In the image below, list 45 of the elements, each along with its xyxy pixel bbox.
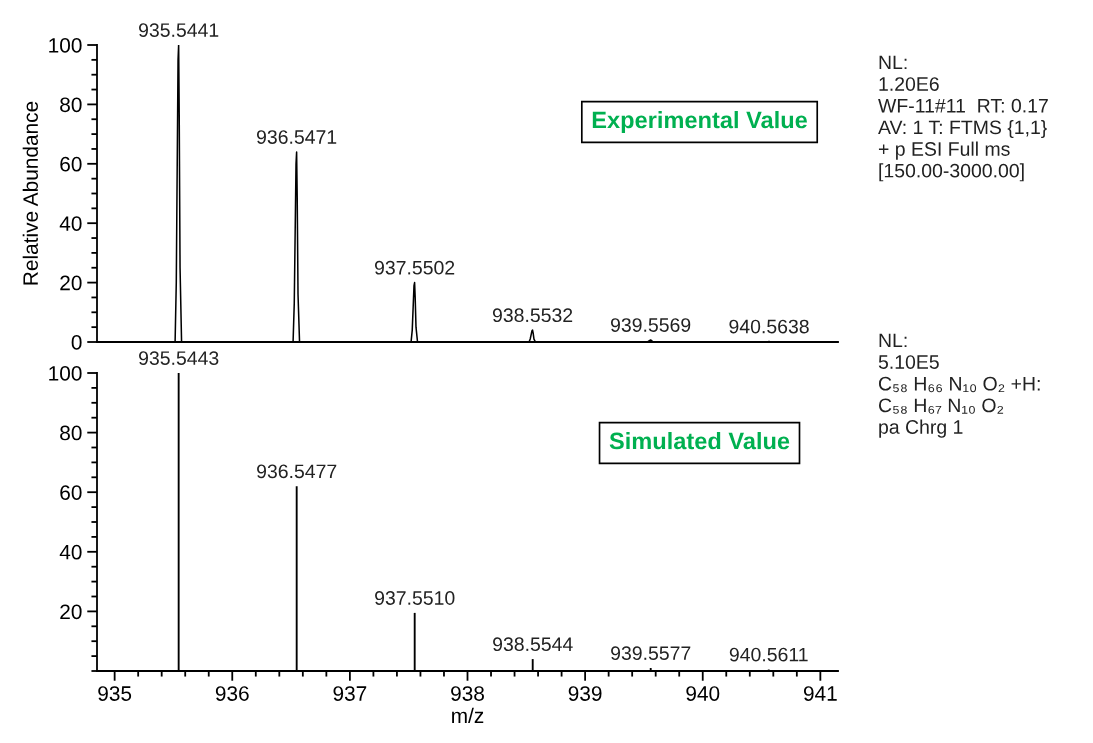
y-tick-label: 20 — [60, 275, 82, 291]
y-tick-label: 60 — [60, 485, 82, 500]
text: + p ESI Full ms — [878, 141, 1010, 160]
y-tick-label: 80 — [60, 425, 82, 441]
text: 1.20E6 — [879, 77, 939, 91]
x-tick-label: 941 — [803, 686, 837, 701]
annotation: 938.5544 — [493, 637, 573, 652]
annotation: 935.5441 — [139, 23, 219, 37]
annotation: 936.5477 — [257, 464, 337, 479]
text: C₅₈ H₆₆ N₁₀ O₂ +H: — [878, 376, 1040, 393]
x-tick-label: 940 — [686, 686, 720, 701]
annotation: 937.5502 — [374, 260, 455, 275]
y-tick-label: 100 — [49, 366, 82, 381]
x-tick-label: 939 — [568, 686, 602, 701]
x-tick-label: 936 — [215, 686, 249, 701]
annotation: 939.5577 — [611, 646, 691, 661]
y-tick-label: 100 — [49, 38, 82, 53]
annotation: Experimental Value — [592, 111, 807, 133]
annotation: 939.5569 — [610, 318, 691, 332]
y-tick-label: 0 — [71, 335, 82, 350]
text: [150.00-3000.00] — [879, 163, 1024, 182]
x-axis-title: m/z — [452, 707, 484, 724]
y-tick-label: 60 — [60, 156, 82, 172]
text: C₅₈ H₆₇ N₁₀ O₂ — [878, 398, 1004, 414]
annotation: 935.5443 — [139, 351, 219, 365]
annotation: 936.5471 — [256, 130, 337, 144]
y-axis-title: Relative Abundance — [22, 101, 38, 285]
annotation: 940.5638 — [729, 319, 809, 334]
annotation: Simulated Value — [609, 431, 790, 450]
text: NL: — [879, 333, 907, 348]
annotation: 940.5611 — [729, 647, 808, 662]
y-tick-label: 80 — [60, 97, 82, 113]
x-tick-label: 938 — [451, 686, 484, 701]
x-tick-label: 937 — [333, 686, 367, 701]
text: NL: — [879, 55, 907, 70]
y-tick-label: 20 — [60, 604, 82, 620]
x-tick-label: 935 — [98, 686, 132, 701]
annotation: 938.5532 — [492, 308, 573, 323]
text: 5.10E5 — [878, 355, 939, 369]
annotation: 937.5510 — [375, 591, 455, 605]
y-tick-label: 40 — [59, 544, 82, 560]
text: pa Chrg 1 — [879, 419, 963, 438]
text: AV: 1 T: FTMS {1,1} — [878, 119, 1047, 139]
text: WF-11#11 RT: 0.17 — [878, 98, 1048, 113]
y-tick-label: 40 — [59, 216, 82, 231]
